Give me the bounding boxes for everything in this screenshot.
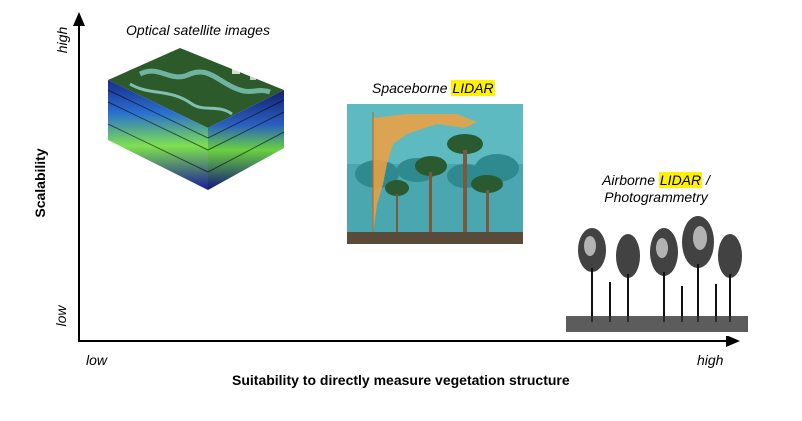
- airborne-caption-line1: Airborne LIDAR /: [596, 172, 716, 188]
- x-axis-title: Suitability to directly measure vegetati…: [232, 372, 570, 388]
- x-axis-line: [78, 340, 728, 342]
- y-axis-low-label: low: [53, 305, 69, 327]
- spaceborne-lidar-forest-image: [347, 104, 523, 244]
- y-axis-arrow: [73, 12, 85, 26]
- airborne-lidar-point-cloud-image: [566, 212, 748, 336]
- airborne-lidar-highlight: LIDAR: [658, 172, 703, 188]
- airborne-caption-prefix: Airborne: [602, 172, 659, 188]
- spaceborne-caption-prefix: Spaceborne: [372, 80, 452, 96]
- x-axis-high-label: high: [697, 352, 724, 368]
- optical-satellite-cube-image: [107, 48, 285, 190]
- airborne-caption-suffix: /: [702, 172, 710, 188]
- spaceborne-caption: Spaceborne LIDAR: [372, 80, 495, 96]
- airborne-caption-line2: Photogrammetry: [604, 189, 708, 205]
- y-axis-high-label: high: [54, 26, 70, 54]
- y-axis-line: [78, 24, 80, 342]
- spaceborne-lidar-highlight: LIDAR: [451, 80, 495, 96]
- y-axis-title: Scalability: [32, 148, 48, 218]
- x-axis-arrow: [726, 335, 740, 347]
- x-axis-low-label: low: [86, 352, 108, 368]
- optical-caption: Optical satellite images: [126, 22, 270, 38]
